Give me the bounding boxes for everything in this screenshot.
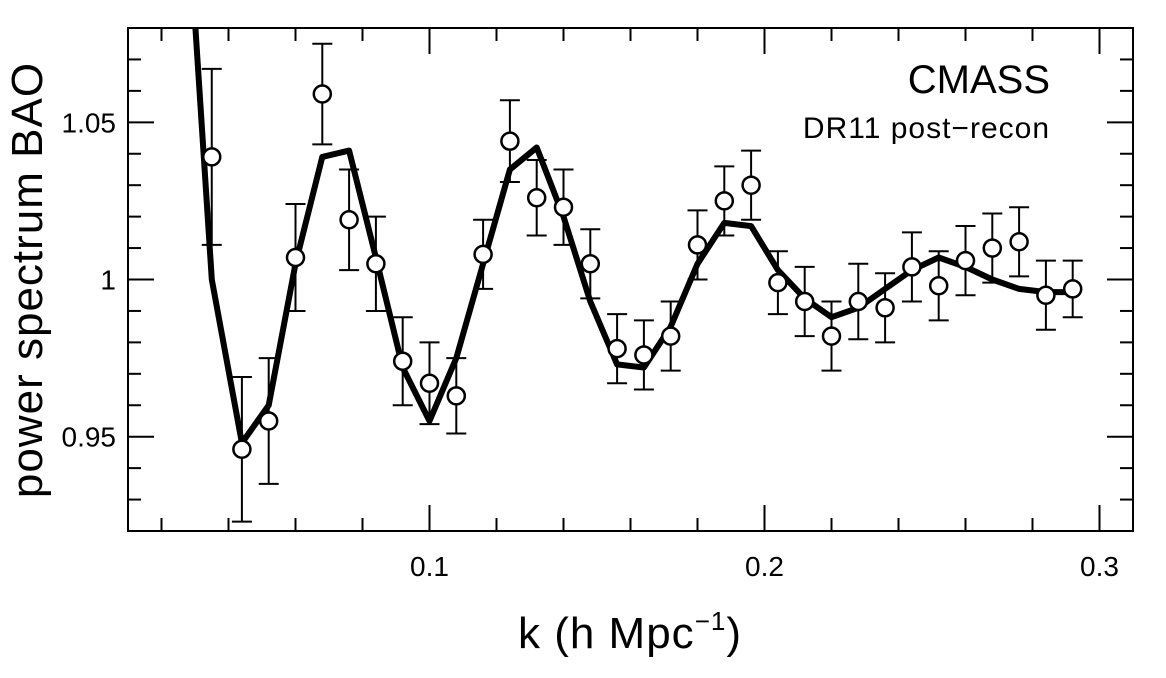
plot-frame	[127, 27, 1134, 532]
data-point	[768, 272, 788, 293]
data-point	[258, 411, 279, 431]
x-tick-label: 0.1	[410, 551, 449, 582]
data-point	[339, 210, 359, 230]
axis-ticks	[128, 28, 1133, 531]
data-point	[821, 326, 842, 346]
data-point	[634, 345, 654, 365]
x-axis-title-superscript: −1	[695, 606, 727, 636]
data-point	[982, 238, 1003, 258]
data-point	[500, 131, 520, 151]
data-point	[366, 254, 386, 274]
y-tick-label: 1	[100, 265, 116, 296]
y-tick-label: 1.05	[62, 107, 117, 138]
data-point	[202, 147, 222, 167]
data-point	[232, 439, 252, 460]
data-point	[714, 191, 735, 211]
data-points	[202, 84, 1083, 460]
data-point	[580, 254, 601, 274]
data-point	[285, 247, 306, 268]
data-point	[1009, 232, 1029, 252]
data-point	[848, 291, 869, 312]
data-point	[392, 351, 413, 371]
data-point	[660, 326, 681, 346]
data-point	[794, 291, 815, 312]
data-point	[526, 188, 547, 208]
annotation-cmass: CMASS	[908, 58, 1050, 102]
data-point	[955, 250, 976, 271]
data-point	[1062, 279, 1083, 299]
data-point	[553, 197, 574, 217]
annotation-dr11: DR11 post−recon	[803, 112, 1050, 145]
data-point	[607, 338, 627, 359]
data-point	[902, 257, 922, 277]
y-axis-title: power spectrum BAO	[3, 62, 52, 498]
x-tick-label: 0.3	[1080, 551, 1119, 582]
data-point	[741, 175, 761, 195]
x-tick-label: 0.2	[745, 551, 784, 582]
data-point	[687, 235, 708, 255]
y-tick-label: 0.95	[62, 422, 117, 453]
tick-labels: 0.1 0.2 0.3 0.95 1 1.05	[62, 107, 1119, 582]
data-point	[312, 84, 333, 104]
model-curve	[192, 28, 1076, 446]
data-point	[473, 244, 493, 265]
data-point	[928, 276, 949, 296]
x-axis-title: k (h Mpc−1)	[518, 606, 742, 658]
data-point	[875, 298, 895, 318]
data-point	[446, 386, 467, 406]
data-point	[1036, 285, 1056, 305]
data-point	[419, 373, 440, 393]
model-curve-group	[192, 28, 1076, 446]
